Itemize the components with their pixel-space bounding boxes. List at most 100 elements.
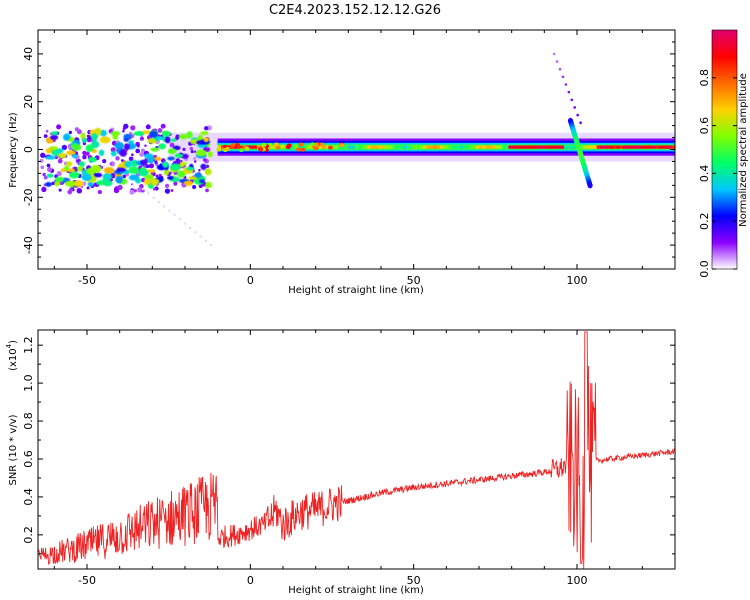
spectral-cell — [150, 180, 158, 186]
spectral-cell — [413, 145, 418, 149]
spectral-cell — [492, 145, 496, 149]
spectral-cell — [561, 75, 565, 79]
spectral-cell — [117, 184, 123, 191]
spectral-cell — [258, 147, 264, 152]
spectral-cell — [174, 153, 184, 158]
spectral-cell — [141, 187, 145, 191]
spectral-cell — [475, 145, 480, 149]
spectral-cell — [97, 189, 103, 195]
spectral-cell — [612, 145, 617, 149]
snr-line — [38, 331, 675, 569]
spectral-cell — [168, 209, 171, 212]
spectral-cell — [658, 145, 663, 149]
spectral-cell — [335, 145, 339, 149]
spectral-cell — [410, 145, 414, 149]
spectral-cell — [433, 145, 437, 149]
x-tick-label: 50 — [407, 274, 421, 287]
spectral-cell — [234, 145, 238, 149]
spectral-cell — [109, 162, 112, 165]
spectral-cell — [145, 164, 150, 169]
spectral-cell — [531, 145, 535, 149]
spectral-cell — [74, 127, 79, 132]
spectral-cell — [345, 145, 349, 149]
spectral-cell — [511, 145, 516, 149]
colorbar-label: Normalized spectral amplitude — [738, 73, 749, 227]
spectral-cell — [310, 142, 316, 147]
spectral-cell — [130, 183, 134, 186]
spectral-cell — [175, 134, 180, 139]
spectral-cell — [319, 142, 325, 147]
spectral-cell — [652, 145, 656, 149]
spectral-cell — [41, 186, 47, 193]
spectral-cell — [49, 146, 58, 151]
spectral-cell — [150, 147, 160, 152]
colorbar-tick-label: 0.8 — [698, 69, 711, 87]
spectral-cell — [193, 150, 197, 153]
spectral-cell — [495, 145, 499, 149]
spectral-cell — [217, 145, 222, 149]
snr-scale-label: (x104) — [5, 340, 19, 371]
spectral-cell — [94, 127, 102, 136]
heatmap-y-ticks: -40 -20 0 20 40 — [22, 29, 675, 270]
spectral-cell — [182, 147, 186, 151]
spectral-cell — [76, 188, 83, 194]
spectral-cell — [505, 145, 509, 149]
spectral-cell — [596, 145, 601, 149]
spectral-cell — [47, 167, 53, 173]
spectral-cell — [280, 144, 286, 149]
spectral-cell — [152, 196, 155, 199]
spectral-cell — [193, 160, 197, 163]
spectral-cell — [639, 145, 643, 149]
spectral-cell — [85, 144, 94, 152]
spectral-cell — [256, 145, 261, 149]
spectral-cell — [116, 167, 126, 173]
spectral-cell — [169, 163, 181, 171]
spectral-cell — [161, 131, 171, 137]
spectral-cell — [147, 138, 156, 144]
spectral-cell — [139, 152, 144, 157]
colorbar: 0.0 0.2 0.4 0.6 0.8 Normalized spectral ampl… — [698, 29, 749, 278]
spectral-cell — [114, 142, 124, 150]
spectral-cell — [63, 165, 70, 172]
spectral-cell — [247, 145, 251, 149]
spectral-cell — [128, 156, 134, 162]
spectral-cell — [128, 174, 140, 181]
spectral-cell — [550, 145, 555, 149]
spectral-cell — [110, 147, 116, 153]
spectral-cell — [203, 137, 210, 143]
spectral-cell — [155, 163, 158, 167]
spectral-cell — [296, 147, 302, 152]
snr-y-ticks: 0.2 0.4 0.6 0.8 1.0 1.2 — [22, 336, 675, 555]
spectral-cell — [394, 145, 398, 149]
spectral-cell — [498, 145, 503, 149]
spectral-cell — [371, 145, 375, 149]
spectral-cell — [452, 145, 457, 149]
spectral-cell — [111, 162, 115, 166]
spectral-cell — [39, 158, 44, 163]
spectral-cell — [632, 145, 636, 149]
spectral-cell — [122, 174, 126, 179]
heatmap-x-ticks: -50 0 50 100 — [53, 30, 676, 287]
spectral-cell — [446, 145, 450, 149]
spectral-cell — [524, 145, 529, 149]
spectral-cell — [81, 138, 88, 143]
spectral-cell — [173, 181, 178, 186]
spectral-cell — [203, 158, 207, 162]
spectral-cell — [609, 145, 614, 149]
spectral-cell — [152, 187, 156, 191]
spectral-cell — [253, 145, 258, 149]
spectral-cell — [58, 188, 62, 192]
spectral-cell — [167, 156, 175, 161]
spectral-cell — [361, 145, 365, 149]
spectral-cell — [110, 150, 117, 157]
spectral-cell — [189, 226, 192, 230]
spectral-cell — [130, 153, 134, 157]
y-tick-label: -40 — [22, 236, 35, 254]
spectral-cell — [198, 169, 201, 172]
spectral-cell — [69, 171, 80, 179]
spectral-cell — [61, 144, 68, 151]
spectral-cell — [43, 134, 48, 138]
spectral-cell — [130, 125, 136, 131]
spectral-cell — [63, 133, 70, 141]
